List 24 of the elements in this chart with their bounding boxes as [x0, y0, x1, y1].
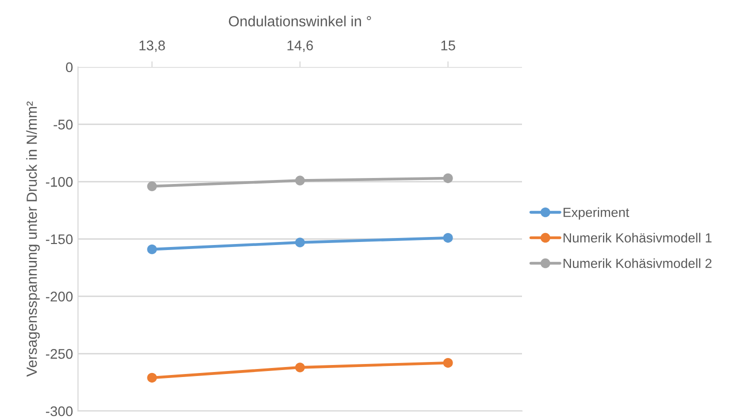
x-tick-label: 14,6 [288, 40, 313, 52]
y-axis-title: Versagensspannung unter Druck in N/mm² [26, 101, 40, 377]
point [295, 176, 305, 186]
y-tick-label: -200 [46, 292, 73, 302]
point [295, 362, 305, 372]
legend-label: Numerik Kohäsivmodell 2 [564, 258, 712, 268]
point [443, 358, 453, 368]
y-tick-label: -50 [54, 120, 73, 130]
legend-label: Experiment [564, 207, 630, 220]
y-tick-label: 0 [66, 62, 73, 72]
x-tick-label: 13,8 [140, 40, 165, 52]
y-tick-label: -250 [46, 349, 73, 359]
point [147, 372, 157, 383]
y-tick-label: -300 [46, 406, 73, 416]
x-tick-label: 15 [441, 40, 456, 50]
y-tick-label: -150 [46, 234, 73, 244]
point [147, 244, 157, 254]
point [295, 238, 305, 248]
legend-label: Numerik Kohäsivmodell 1 [564, 232, 712, 243]
point [443, 232, 453, 243]
y-tick-label: -100 [46, 177, 73, 187]
x-axis-title: Ondulationswinkel in ° [228, 16, 371, 26]
point [443, 173, 453, 184]
point [147, 181, 157, 192]
